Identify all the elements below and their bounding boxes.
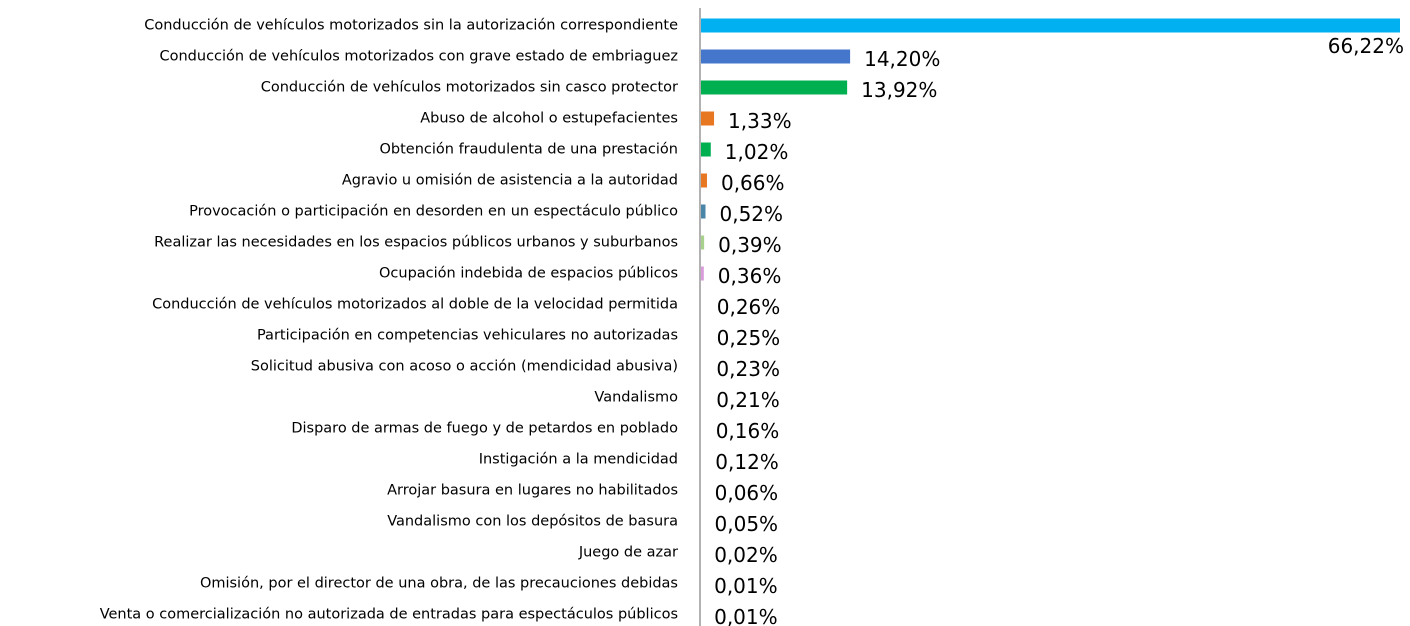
category-label: Conducción de vehículos motorizados con … bbox=[159, 49, 678, 65]
category-label: Realizar las necesidades en los espacios… bbox=[154, 235, 678, 251]
value-label: 0,36% bbox=[718, 264, 782, 288]
category-label: Disparo de armas de fuego y de petardos … bbox=[291, 421, 678, 437]
category-label: Conducción de vehículos motorizados al d… bbox=[152, 297, 678, 313]
category-label: Vandalismo con los depósitos de basura bbox=[387, 514, 678, 530]
bar bbox=[701, 359, 703, 374]
bar bbox=[701, 142, 711, 157]
category-label: Obtención fraudulenta de una prestación bbox=[379, 142, 678, 158]
bar bbox=[701, 49, 851, 64]
value-label: 1,02% bbox=[725, 140, 789, 164]
bar bbox=[701, 235, 705, 250]
value-label: 0,39% bbox=[718, 233, 782, 257]
value-label: 66,22% bbox=[1328, 34, 1404, 58]
value-label: 0,06% bbox=[715, 481, 779, 505]
category-label: Conducción de vehículos motorizados sin … bbox=[144, 18, 678, 34]
bar bbox=[701, 421, 702, 436]
value-label: 0,01% bbox=[714, 605, 778, 626]
category-label: Omisión, por el director de una obra, de… bbox=[200, 576, 678, 592]
category-label: Venta o comercialización no autorizada d… bbox=[100, 607, 678, 623]
bar bbox=[701, 297, 703, 312]
bar bbox=[701, 204, 706, 219]
category-label: Juego de azar bbox=[578, 545, 678, 561]
value-label: 0,21% bbox=[716, 388, 780, 412]
value-label: 0,52% bbox=[719, 202, 783, 226]
value-label: 0,23% bbox=[716, 357, 780, 381]
value-label: 0,25% bbox=[717, 326, 781, 350]
bar bbox=[701, 173, 707, 188]
category-label: Abuso de alcohol o estupefacientes bbox=[420, 111, 678, 127]
category-label: Provocación o participación en desorden … bbox=[189, 204, 678, 220]
bar bbox=[701, 328, 703, 343]
value-label: 0,66% bbox=[721, 171, 785, 195]
category-label: Arrojar basura en lugares no habilitados bbox=[387, 483, 678, 499]
value-label: 0,26% bbox=[717, 295, 781, 319]
category-label: Instigación a la mendicidad bbox=[479, 452, 678, 468]
value-label: 0,02% bbox=[714, 543, 778, 567]
bar bbox=[701, 111, 715, 126]
value-label: 0,01% bbox=[714, 574, 778, 598]
category-label: Conducción de vehículos motorizados sin … bbox=[261, 80, 678, 96]
value-label: 0,12% bbox=[715, 450, 779, 474]
bar bbox=[701, 18, 1400, 33]
category-label: Participación en competencias vehiculare… bbox=[257, 328, 678, 344]
category-label: Solicitud abusiva con acoso o acción (me… bbox=[251, 359, 678, 375]
category-label: Vandalismo bbox=[594, 390, 678, 406]
value-label: 0,05% bbox=[715, 512, 779, 536]
bar bbox=[701, 80, 848, 95]
bar bbox=[701, 390, 703, 405]
value-label: 13,92% bbox=[861, 78, 937, 102]
category-label: Ocupación indebida de espacios públicos bbox=[379, 266, 678, 282]
value-label: 14,20% bbox=[864, 47, 940, 71]
category-label: Agravio u omisión de asistencia a la aut… bbox=[342, 173, 678, 189]
bar bbox=[701, 266, 704, 281]
value-label: 1,33% bbox=[728, 109, 792, 133]
value-label: 0,16% bbox=[716, 419, 780, 443]
